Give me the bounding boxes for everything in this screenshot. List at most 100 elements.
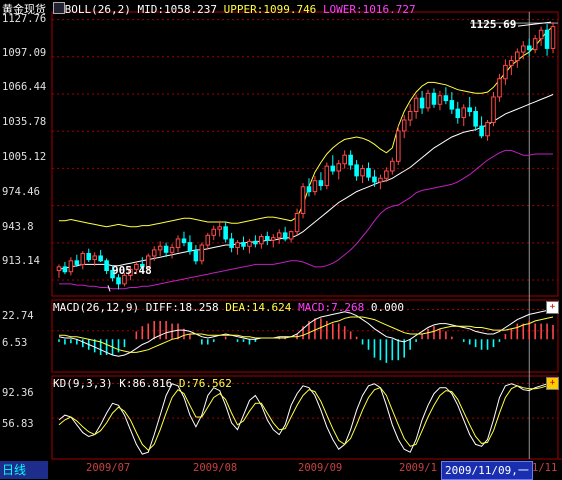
macd-tick-label: 6.53	[2, 337, 28, 349]
candle-body	[372, 176, 377, 183]
candle-body	[122, 274, 127, 285]
high-marker	[517, 21, 552, 27]
candle-body	[366, 168, 371, 178]
y-tick-label: 1127.76	[2, 13, 47, 25]
kd-k: K:86.816	[119, 377, 173, 390]
macd-expand-button[interactable]: +	[546, 301, 559, 314]
candle-body	[62, 266, 68, 273]
kd-expand-button[interactable]: +	[546, 377, 559, 390]
boll-upper: UPPER:1099.746	[223, 3, 317, 16]
candle-body	[223, 226, 228, 240]
candle-body	[140, 263, 145, 268]
macd-diff-line	[58, 309, 554, 357]
low-annotation: 905.48	[112, 264, 152, 277]
candle-body	[318, 180, 324, 187]
candle-body	[532, 38, 538, 51]
candle-body	[282, 232, 288, 240]
candle-body	[342, 154, 347, 165]
candle-body	[437, 95, 443, 105]
candle-body	[455, 108, 461, 119]
macd-dea: DEA:14.624	[225, 301, 292, 314]
candle-body	[193, 250, 199, 262]
candle-body	[336, 163, 342, 172]
y-tick-label: 1035.78	[2, 116, 47, 128]
candle-body	[265, 236, 270, 241]
candle-body	[491, 96, 496, 123]
candle-body	[485, 121, 490, 137]
period-tab-daily[interactable]: 日线	[0, 461, 48, 479]
y-tick-label: 1066.44	[2, 81, 47, 93]
kd-tick-label: 92.36	[2, 387, 34, 399]
indicator-icon[interactable]	[52, 2, 65, 14]
candle-body	[395, 130, 401, 162]
candle-body	[306, 186, 312, 193]
candle-body	[199, 244, 205, 262]
x-tick-label: 2009/1	[399, 462, 437, 474]
macd-header: MACD(26,12,9) DIFF:18.258 DEA:14.624 MAC…	[53, 301, 404, 314]
high-annotation: 1125.69	[470, 18, 517, 31]
candle-body	[229, 238, 234, 248]
candle-body	[390, 160, 395, 172]
candle-body	[526, 45, 532, 51]
candle-body	[354, 164, 359, 177]
candle-body	[151, 249, 157, 257]
kd-d-line	[58, 383, 554, 451]
candle-body	[163, 245, 169, 253]
candle-body	[449, 100, 455, 110]
macd-tick-label: 22.74	[2, 310, 34, 322]
candle-body	[98, 255, 103, 262]
candle-body	[288, 231, 294, 240]
candle-body	[187, 242, 193, 252]
candle-body	[217, 226, 222, 230]
x-tick-label: 2009/07	[86, 462, 131, 474]
candle-body	[413, 97, 419, 113]
candle-body	[86, 253, 92, 261]
candle-body	[259, 236, 264, 245]
macd-diff: DIFF:18.258	[145, 301, 219, 314]
candle-body	[503, 64, 508, 80]
boll-lower: LOWER:1016.727	[322, 3, 416, 16]
candle-body	[241, 242, 246, 247]
kd-label: KD(9,3,3)	[53, 377, 113, 390]
y-tick-label: 1005.12	[2, 151, 47, 163]
kd-d: D:76.562	[178, 377, 232, 390]
candle-body	[169, 246, 175, 253]
candle-body	[473, 111, 478, 127]
boll-upper-line	[59, 26, 554, 228]
candle-body	[324, 165, 330, 187]
low-marker	[107, 285, 111, 292]
candle-body	[110, 270, 115, 279]
candle-body	[330, 165, 336, 172]
candle-body	[181, 238, 187, 244]
candle-body	[384, 170, 389, 179]
macd-value: MACD:7.268	[298, 301, 365, 314]
candle-body	[92, 255, 97, 261]
candle-body	[104, 260, 109, 272]
candle-body	[520, 45, 526, 53]
candle-body	[80, 253, 86, 265]
candle-body	[312, 180, 318, 193]
instrument-title: 黄金现货	[2, 3, 46, 16]
candle-body	[431, 92, 437, 105]
candle-body	[479, 125, 484, 137]
macd-label: MACD(26,12,9)	[53, 301, 140, 314]
candle-body	[300, 186, 306, 214]
candle-body	[467, 107, 472, 113]
kd-header: KD(9,3,3) K:86.816 D:76.562	[53, 377, 232, 390]
candle-body	[419, 97, 425, 109]
candle-body	[128, 268, 133, 276]
candle-body	[270, 237, 276, 241]
y-tick-label: 1097.09	[2, 47, 47, 59]
x-tick-label: 2009/08	[193, 462, 238, 474]
candle-body	[509, 60, 514, 66]
candle-body	[538, 29, 544, 40]
macd-dea-line	[59, 316, 554, 353]
candle-body	[56, 266, 62, 272]
cursor-date-label: 2009/11/09,一	[441, 461, 533, 480]
candle-body	[360, 168, 365, 177]
macd-panel-frame	[51, 299, 559, 373]
x-tick-label: 2009/09	[298, 462, 343, 474]
candle-body	[235, 242, 240, 248]
candle-body	[461, 107, 467, 119]
